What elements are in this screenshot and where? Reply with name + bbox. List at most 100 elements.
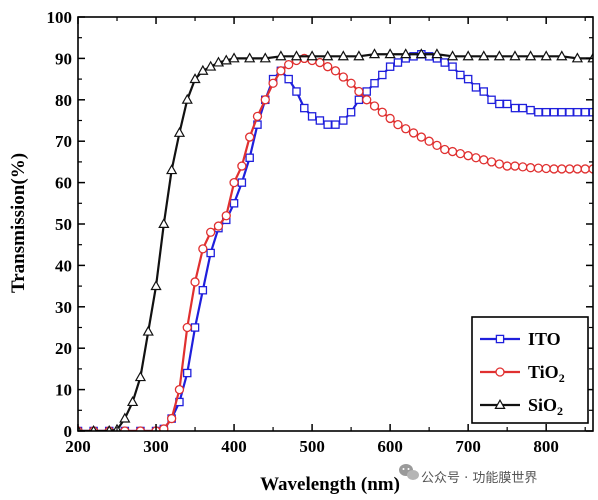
data-point-sio-12 bbox=[181, 93, 193, 104]
data-point-sio-20 bbox=[259, 52, 271, 63]
data-point-tio-60 bbox=[580, 164, 590, 174]
data-point-sio-30 bbox=[415, 48, 427, 59]
data-point-tio-12 bbox=[206, 227, 216, 237]
data-point-tio-8 bbox=[174, 384, 185, 395]
data-point-ito-53 bbox=[526, 105, 535, 115]
data-point-sio-25 bbox=[337, 50, 349, 61]
y-axis-title: Transmission(%) bbox=[8, 153, 29, 293]
legend-label-sio: SiO2 bbox=[528, 395, 563, 418]
data-point-sio-32 bbox=[446, 50, 459, 61]
data-point-ito-30 bbox=[346, 107, 356, 117]
data-point-tio-30 bbox=[346, 78, 356, 88]
data-point-ito-31 bbox=[354, 95, 364, 105]
data-point-ito-10 bbox=[190, 323, 200, 332]
data-point-tio-54 bbox=[533, 163, 544, 173]
data-point-tio-9 bbox=[182, 322, 192, 333]
data-point-tio-59 bbox=[572, 164, 583, 174]
data-point-sio-39 bbox=[556, 50, 568, 61]
data-point-ito-46 bbox=[471, 83, 481, 92]
data-point-tio-4 bbox=[135, 426, 146, 431]
data-point-ito-15 bbox=[229, 199, 239, 208]
data-point-tio-43 bbox=[447, 146, 458, 157]
data-point-tio-61 bbox=[588, 164, 593, 174]
x-tick-label-6: 800 bbox=[533, 437, 559, 456]
data-point-ito-60 bbox=[580, 107, 590, 117]
data-point-sio-40 bbox=[571, 52, 584, 63]
data-point-ito-35 bbox=[385, 62, 395, 71]
data-point-tio-57 bbox=[557, 164, 567, 174]
data-point-tio-48 bbox=[486, 157, 497, 167]
data-point-tio-31 bbox=[354, 86, 364, 97]
data-point-ito-55 bbox=[541, 107, 551, 117]
data-point-sio-34 bbox=[478, 50, 490, 61]
data-point-tio-50 bbox=[502, 161, 512, 171]
data-point-sio-16 bbox=[212, 56, 225, 67]
data-point-tio-53 bbox=[525, 163, 536, 173]
data-point-tio-37 bbox=[401, 124, 411, 134]
data-point-sio-8 bbox=[150, 280, 162, 291]
data-point-sio-22 bbox=[290, 50, 303, 61]
legend-marker-sio bbox=[494, 398, 506, 409]
data-point-tio-46 bbox=[471, 153, 481, 163]
legend-label-sio-subscript: 2 bbox=[557, 404, 563, 418]
data-point-sio-7 bbox=[142, 325, 154, 336]
axes: 200 300 400 500 600 700 800 0 10 20 30 40 50 60 70 80 90… bbox=[47, 8, 594, 456]
data-point-ito-24 bbox=[300, 103, 309, 113]
plot-area bbox=[78, 48, 593, 431]
x-axis-title: Wavelength (nm) bbox=[260, 474, 400, 495]
x-tick-label-4: 600 bbox=[377, 437, 403, 456]
data-point-ito-16 bbox=[237, 178, 247, 187]
y-tick-label-0: 0 bbox=[64, 422, 73, 441]
y-tick-label-6: 60 bbox=[55, 174, 72, 193]
data-point-sio-4 bbox=[119, 412, 131, 423]
data-point-sio-21 bbox=[275, 50, 287, 61]
data-point-sio-26 bbox=[353, 50, 365, 61]
data-point-ito-33 bbox=[370, 78, 379, 88]
data-point-tio-3 bbox=[120, 426, 130, 431]
x-tick-label-3: 500 bbox=[299, 437, 325, 456]
legend-label-ito-main: ITO bbox=[528, 329, 561, 349]
data-point-sio-31 bbox=[431, 48, 443, 59]
data-point-tio-58 bbox=[564, 164, 575, 174]
y-tick-label-3: 30 bbox=[55, 298, 72, 317]
data-point-sio-37 bbox=[524, 50, 537, 61]
data-point-tio-15 bbox=[229, 177, 239, 188]
data-point-tio-45 bbox=[463, 151, 473, 161]
data-point-ito-54 bbox=[534, 107, 543, 117]
data-point-sio-9 bbox=[158, 217, 170, 228]
data-point-ito-25 bbox=[307, 112, 317, 121]
data-point-ito-58 bbox=[565, 107, 574, 117]
data-point-tio-47 bbox=[479, 155, 489, 165]
data-point-tio-27 bbox=[323, 62, 333, 72]
data-point-sio-35 bbox=[493, 50, 505, 61]
data-point-ito-11 bbox=[198, 285, 208, 295]
x-tick-label-1: 300 bbox=[143, 437, 169, 456]
y-tick-label-4: 40 bbox=[55, 256, 72, 275]
y-tick-label-2: 20 bbox=[55, 339, 72, 358]
data-point-tio-7 bbox=[166, 413, 177, 424]
legend-marker-ito bbox=[495, 334, 505, 344]
y-tick-label-7: 70 bbox=[55, 132, 72, 151]
data-point-ito-59 bbox=[573, 107, 582, 117]
data-point-sio-10 bbox=[166, 164, 178, 175]
data-point-tio-22 bbox=[284, 59, 294, 70]
data-point-sio-13 bbox=[189, 73, 201, 84]
data-point-sio-14 bbox=[197, 64, 209, 75]
data-point-sio-19 bbox=[244, 52, 256, 63]
data-point-ito-26 bbox=[315, 116, 325, 125]
data-point-ito-23 bbox=[292, 87, 301, 96]
watermark: 公众号 · 功能膜世界 bbox=[399, 464, 537, 486]
data-point-tio-35 bbox=[385, 113, 395, 124]
data-point-tio-28 bbox=[330, 66, 341, 76]
data-point-ito-45 bbox=[463, 74, 473, 84]
data-point-tio-19 bbox=[260, 95, 270, 105]
data-point-sio-36 bbox=[509, 50, 521, 61]
data-point-tio-21 bbox=[276, 66, 286, 76]
legend-label-tio-subscript: 2 bbox=[559, 371, 565, 385]
data-point-ito-61 bbox=[588, 107, 593, 117]
data-point-ito-12 bbox=[206, 248, 215, 258]
legend-label-tio: TiO2 bbox=[528, 362, 565, 385]
wechat-icon bbox=[399, 464, 419, 480]
data-point-sio-27 bbox=[368, 48, 381, 59]
